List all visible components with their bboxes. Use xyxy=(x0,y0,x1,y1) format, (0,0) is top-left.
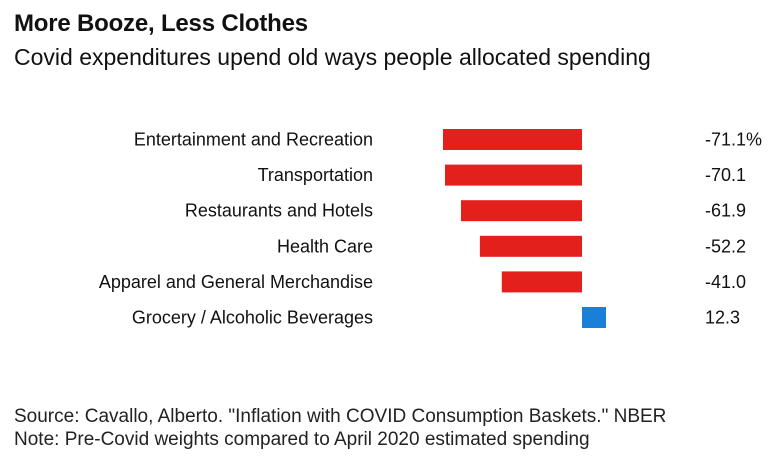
value-label: -70.1 xyxy=(705,165,746,185)
bar xyxy=(461,200,582,222)
bar xyxy=(501,271,582,293)
bar xyxy=(479,235,582,257)
value-label: -61.9 xyxy=(705,201,746,221)
value-label: -52.2 xyxy=(705,236,746,256)
methodology-note: Note: Pre-Covid weights compared to Apri… xyxy=(14,429,590,450)
value-label: 12.3 xyxy=(705,308,740,328)
bar xyxy=(443,129,582,150)
category-label: Apparel and General Merchandise xyxy=(99,272,373,292)
source-note: Source: Cavallo, Alberto. "Inflation wit… xyxy=(14,406,667,427)
category-label: Entertainment and Recreation xyxy=(134,130,373,150)
bar xyxy=(582,307,606,328)
category-label: Health Care xyxy=(277,236,373,256)
bar-chart: Entertainment and Recreation -71.1% Transp… xyxy=(99,129,762,328)
chart-title: More Booze, Less Clothes xyxy=(14,10,308,37)
bar xyxy=(445,164,582,186)
value-label: -41.0 xyxy=(705,272,746,292)
value-label: -71.1% xyxy=(705,130,762,150)
category-label: Restaurants and Hotels xyxy=(185,201,373,221)
chart-subtitle: Covid expenditures upend old ways people… xyxy=(14,44,651,70)
category-label: Transportation xyxy=(258,165,373,185)
category-label: Grocery / Alcoholic Beverages xyxy=(132,308,373,328)
chart-footer: Source: Cavallo, Alberto. "Inflation wit… xyxy=(14,405,666,451)
